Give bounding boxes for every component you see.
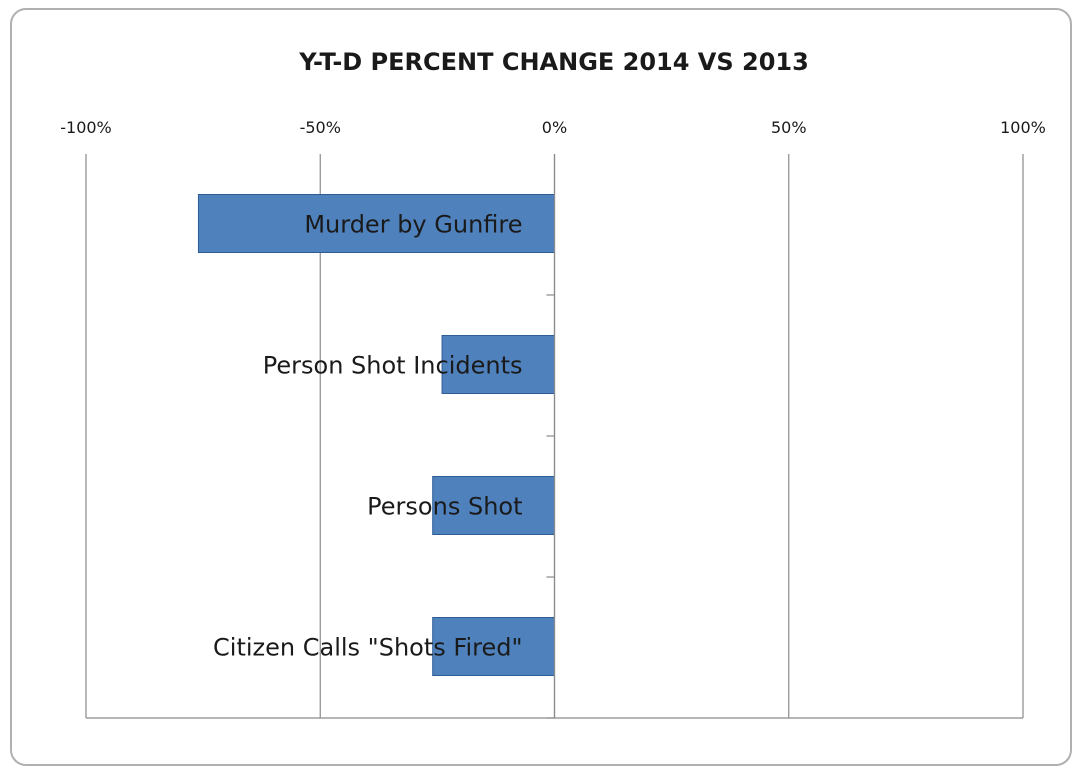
x-tick-label: -50% <box>300 118 341 137</box>
category-label: Person Shot Incidents <box>263 352 523 380</box>
x-tick-label: -100% <box>60 118 112 137</box>
category-label: Murder by Gunfire <box>304 211 522 239</box>
x-tick-label: 0% <box>542 118 567 137</box>
bars <box>197 194 555 676</box>
chart-title: Y-T-D PERCENT CHANGE 2014 VS 2013 <box>298 48 809 76</box>
bar <box>432 617 555 676</box>
x-tick-labels: -100% -50% 0% 50% 100% <box>60 118 1046 137</box>
category-label: Citizen Calls "Shots Fired" <box>213 634 522 662</box>
bar <box>432 476 555 535</box>
x-tick-label: 50% <box>771 118 807 137</box>
x-tick-label: 100% <box>1000 118 1046 137</box>
category-labels: Murder by Gunfire Person Shot Incidents Pe… <box>213 211 522 662</box>
category-label: Persons Shot <box>367 493 522 521</box>
category-axis <box>546 154 556 719</box>
